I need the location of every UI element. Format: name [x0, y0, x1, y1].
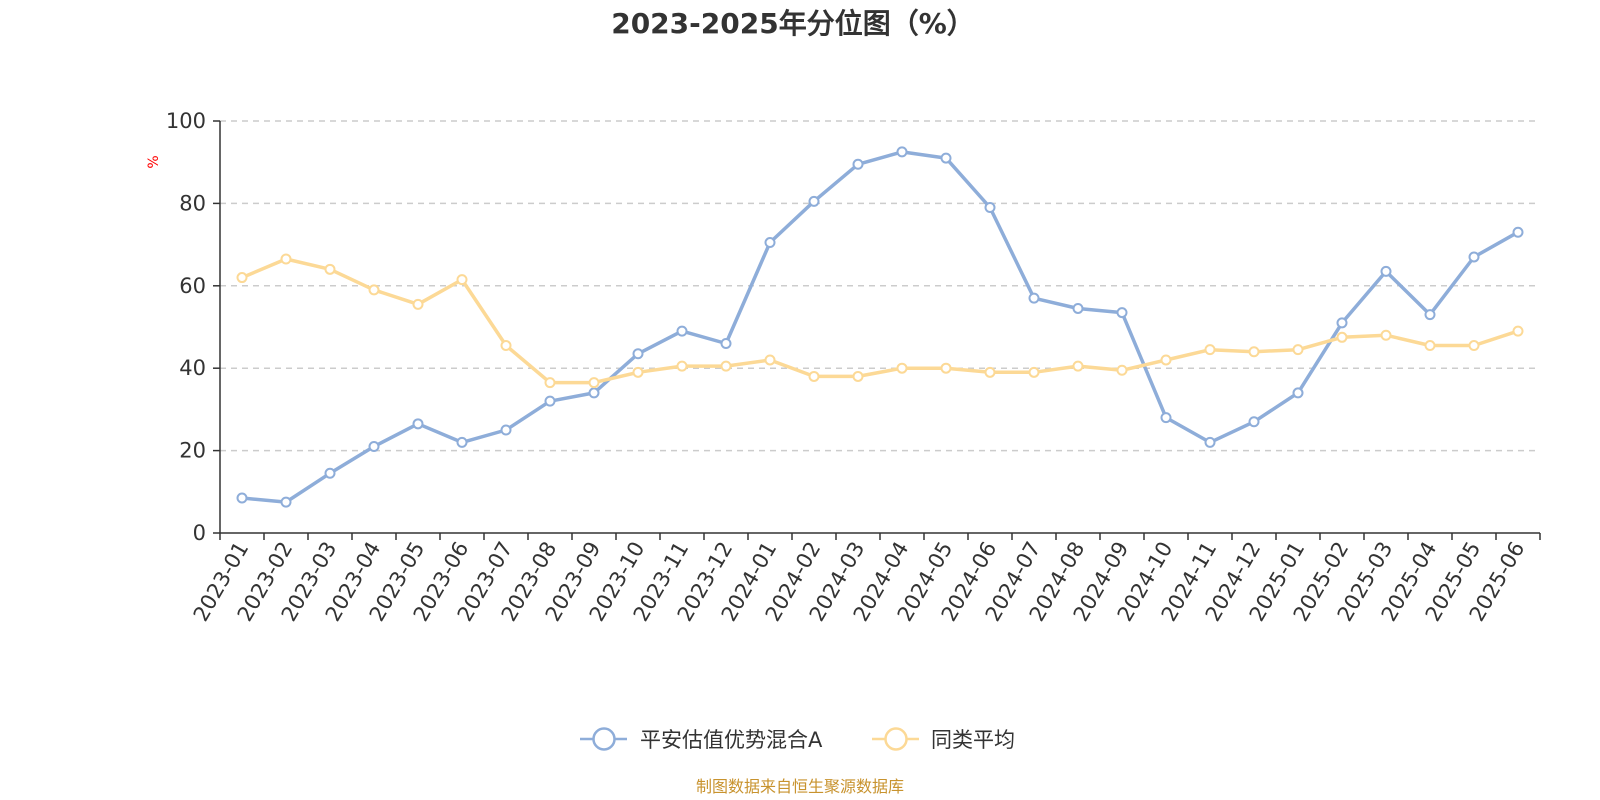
legend-item-0[interactable]: 平安估值优势混合A: [580, 727, 823, 752]
data-point[interactable]: [764, 354, 776, 366]
legend-item-1[interactable]: 同类平均: [872, 727, 1015, 752]
data-point[interactable]: [500, 340, 512, 352]
data-point[interactable]: [1512, 226, 1524, 238]
series-line-0: [240, 150, 1520, 504]
data-point[interactable]: [1468, 251, 1480, 263]
data-point[interactable]: [588, 387, 600, 399]
data-point[interactable]: [1424, 309, 1436, 321]
data-point[interactable]: [720, 360, 732, 372]
data-point[interactable]: [236, 272, 248, 284]
data-point[interactable]: [1336, 331, 1348, 343]
data-point[interactable]: [1204, 344, 1216, 356]
data-point[interactable]: [1336, 317, 1348, 329]
data-point[interactable]: [1468, 340, 1480, 352]
y-axis-unit-label: %: [146, 155, 162, 168]
data-point[interactable]: [852, 158, 864, 170]
legend-label: 平安估值优势混合A: [640, 728, 823, 752]
y-tick-label: 60: [179, 274, 206, 298]
data-point[interactable]: [1248, 346, 1260, 358]
data-point[interactable]: [940, 362, 952, 374]
data-point[interactable]: [896, 146, 908, 158]
data-point[interactable]: [632, 348, 644, 360]
y-tick-label: 80: [179, 191, 206, 215]
data-point[interactable]: [1204, 436, 1216, 448]
data-point[interactable]: [720, 337, 732, 349]
data-point[interactable]: [1292, 344, 1304, 356]
data-point[interactable]: [808, 195, 820, 207]
chart-title: 2023-2025年分位图（%）: [611, 7, 975, 40]
y-tick-label: 40: [179, 356, 206, 380]
data-point[interactable]: [984, 202, 996, 214]
data-point[interactable]: [1512, 325, 1524, 337]
data-point[interactable]: [852, 370, 864, 382]
y-tick-label: 0: [193, 521, 206, 545]
data-point[interactable]: [1248, 416, 1260, 428]
data-point[interactable]: [676, 325, 688, 337]
data-point[interactable]: [544, 395, 556, 407]
data-point[interactable]: [280, 253, 292, 265]
data-point[interactable]: [764, 237, 776, 249]
data-point[interactable]: [1116, 307, 1128, 319]
data-point[interactable]: [1160, 354, 1172, 366]
data-point[interactable]: [456, 274, 468, 286]
data-point[interactable]: [676, 360, 688, 372]
data-point[interactable]: [456, 436, 468, 448]
x-axis-ticks: 2023-012023-022023-032023-042023-052023-…: [189, 533, 1541, 625]
data-point[interactable]: [1116, 364, 1128, 376]
data-point[interactable]: [1028, 366, 1040, 378]
data-point[interactable]: [236, 492, 248, 504]
data-point[interactable]: [500, 424, 512, 436]
data-point[interactable]: [588, 377, 600, 389]
data-source-note: 制图数据来自恒生聚源数据库: [696, 777, 904, 796]
gridlines: [220, 120, 1540, 452]
data-point[interactable]: [368, 284, 380, 296]
data-point[interactable]: [544, 377, 556, 389]
y-axis-ticks: 0 20 40 60 80 100: [166, 109, 220, 545]
data-point[interactable]: [1028, 292, 1040, 304]
series-points: [236, 146, 1524, 508]
data-point[interactable]: [1072, 302, 1084, 314]
legend-label: 同类平均: [931, 728, 1015, 752]
data-point[interactable]: [324, 467, 336, 479]
data-point[interactable]: [984, 366, 996, 378]
legend-marker: [884, 727, 908, 751]
data-point[interactable]: [940, 152, 952, 164]
series-lines: [240, 150, 1520, 504]
legend[interactable]: 平安估值优势混合A 同类平均: [580, 727, 1015, 752]
data-point[interactable]: [896, 362, 908, 374]
data-point[interactable]: [412, 418, 424, 430]
data-point[interactable]: [1380, 329, 1392, 341]
data-point[interactable]: [1380, 265, 1392, 277]
data-point[interactable]: [632, 366, 644, 378]
data-point[interactable]: [1424, 340, 1436, 352]
y-tick-label: 20: [179, 439, 206, 463]
y-tick-label: 100: [166, 109, 206, 133]
data-point[interactable]: [1072, 360, 1084, 372]
legend-marker: [592, 727, 616, 751]
data-point[interactable]: [412, 298, 424, 310]
series-line-1: [240, 257, 1520, 385]
data-point[interactable]: [324, 263, 336, 275]
data-point[interactable]: [808, 370, 820, 382]
data-point[interactable]: [280, 496, 292, 508]
data-point[interactable]: [368, 440, 380, 452]
data-point[interactable]: [1160, 412, 1172, 424]
data-point[interactable]: [1292, 387, 1304, 399]
